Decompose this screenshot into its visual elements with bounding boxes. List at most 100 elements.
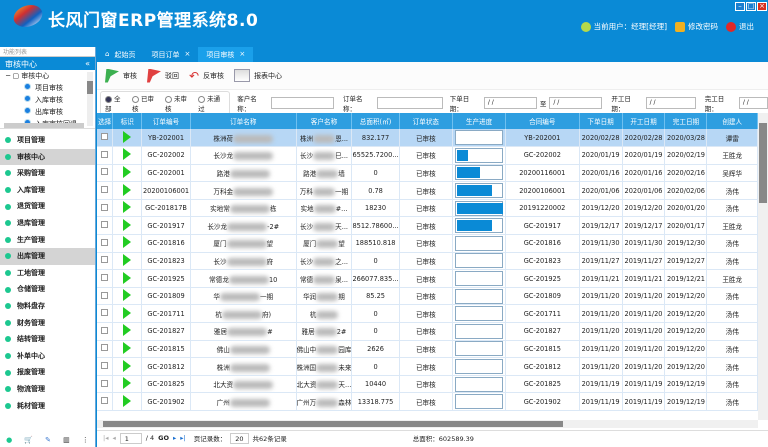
column-header[interactable]: 客户名称 [296,113,353,129]
row-checkbox[interactable] [101,379,109,387]
approve-button[interactable]: 审核 [105,68,137,83]
row-checkbox-cell[interactable] [97,322,114,341]
row-checkbox[interactable] [101,397,109,405]
row-checkbox-cell[interactable] [97,357,114,376]
table-row[interactable]: GC-201825 北大资 北大资 天... 10440 已审核 GC-201825 2019… [97,375,758,394]
table-row[interactable]: GC-201711 杭府) 杭 0 已审核 GC-201711 2019/11/20 2019… [97,304,758,324]
table-row[interactable]: GC-201925 常德龙 10 常德 泉... 266077.835... 已审核 GC-2… [97,269,758,288]
row-checkbox-cell[interactable] [97,269,114,288]
first-page-button[interactable]: |◂ [103,434,109,442]
cart-icon[interactable]: 🛒 [24,436,34,444]
row-checkbox[interactable] [101,362,109,370]
row-checkbox-cell[interactable] [97,304,114,324]
finish-date-input[interactable]: / / [738,97,768,109]
close-button[interactable]: × [757,2,767,11]
table-row[interactable]: YB-202001 株洲荷 株洲 恩... 832.177 已审核 YB-202001 202… [97,129,758,148]
more-icon[interactable]: ⋮ [81,436,89,444]
change-password-button[interactable]: 修改密码 [675,21,718,32]
column-header[interactable]: 合同编号 [505,113,580,129]
row-checkbox[interactable] [101,238,109,246]
maximize-button[interactable]: □ [746,2,756,11]
close-tab-icon[interactable]: × [184,50,191,58]
table-row[interactable]: GC-201917 长沙龙 -2# 长沙 天... 8512.78600... 已审核 GC-… [97,216,758,236]
table-row[interactable]: GC-202001 路港 路港墙 0 已审核 20200116001 2020/01/16 2… [97,164,758,183]
order-date-to[interactable]: / / [549,97,603,109]
row-checkbox[interactable] [101,203,109,211]
reject-button[interactable]: 驳回 [147,68,179,83]
column-header[interactable]: 完工日期 [664,113,708,129]
row-checkbox-cell[interactable] [97,287,114,306]
column-header[interactable]: 选择 [97,113,114,129]
next-page-button[interactable]: ▸ [173,434,177,442]
tab-project-audit[interactable]: 项目审核 × [198,47,254,62]
report-icon[interactable]: ▥ [63,436,70,444]
row-checkbox[interactable] [101,326,109,334]
column-header[interactable]: 创建人 [706,113,758,129]
row-checkbox-cell[interactable] [97,164,114,183]
table-row[interactable]: GC-201827 雅居 # 雅居 2# 0 已审核 GC-201827 2019/11/20 2… [97,322,758,341]
row-checkbox[interactable] [101,168,109,176]
nav-item[interactable]: 补单中心 [0,348,95,365]
nav-item[interactable]: 出库管理 [0,248,95,265]
row-checkbox[interactable] [101,274,109,282]
sidebar-section-header[interactable]: 审核中心 « [0,57,95,70]
tree-root[interactable]: ─ ▢ 审核中心 [6,72,50,80]
nav-item[interactable]: 退库管理 [0,215,95,232]
tree-vertical-scrollbar[interactable] [87,72,93,126]
customer-name-input[interactable] [271,97,335,109]
radio-unapproved[interactable]: 未审核 [165,93,192,113]
row-checkbox[interactable] [101,309,109,317]
table-row[interactable]: 20200106001 万科金 万科 一期 0.78 已审核 20200106001 2020… [97,181,758,200]
row-checkbox-cell[interactable] [97,252,114,271]
row-checkbox[interactable] [101,344,109,352]
row-checkbox-cell[interactable] [97,199,114,218]
column-header[interactable]: 总面积(㎡) [351,113,400,129]
nav-item[interactable]: 报废管理 [0,364,95,381]
nav-item[interactable]: 采购管理 [0,165,95,182]
tree-item[interactable]: 出库审核 [6,106,95,118]
row-checkbox-cell[interactable] [97,181,114,200]
nav-item[interactable]: 工地管理 [0,265,95,282]
row-checkbox-cell[interactable] [97,392,114,411]
column-header[interactable]: 生产进度 [452,113,507,129]
nav-item[interactable]: 结转管理 [0,331,95,348]
row-checkbox[interactable] [101,291,109,299]
column-header[interactable]: 开工日期 [622,113,666,129]
row-checkbox-cell[interactable] [97,129,114,148]
radio-rejected[interactable]: 未通过 [198,93,225,113]
close-tab-icon[interactable]: × [239,50,246,58]
table-row[interactable]: GC-202002 长沙龙 长沙 巳... 65525.7200... 已审核 GC-202… [97,146,758,165]
row-checkbox-cell[interactable] [97,146,114,165]
collapse-icon[interactable]: « [85,59,90,68]
last-page-button[interactable]: ▸| [180,434,186,442]
order-date-from[interactable]: / / [483,97,537,109]
pen-icon[interactable]: ✎ [45,436,52,444]
table-row[interactable]: GC-201809 华一期 华润期 85.25 已审核 GC-201809 2019/11/… [97,287,758,306]
function-search-input[interactable]: 功能列表 [0,47,95,57]
row-checkbox[interactable] [101,186,109,194]
row-checkbox-cell[interactable] [97,216,114,236]
nav-item[interactable]: 生产管理 [0,232,95,249]
row-checkbox[interactable] [101,150,109,158]
row-checkbox-cell[interactable] [97,375,114,394]
tab-home[interactable]: ⌂ 起始页 [97,47,143,62]
radio-all[interactable]: 全部 [105,93,126,113]
prev-page-button[interactable]: ◂ [112,434,116,442]
report-center-button[interactable]: 报表中心 [234,69,282,82]
minimize-button[interactable]: – [735,2,745,11]
grid-horizontal-scrollbar[interactable] [97,420,758,428]
row-checkbox-cell[interactable] [97,234,114,253]
tree-item[interactable]: 项目审核 [6,82,95,94]
row-checkbox[interactable] [101,133,109,141]
tree-item[interactable]: 入库审核 [6,94,95,106]
page-number-input[interactable]: 1 [119,432,142,444]
table-row[interactable]: GC-201816 厦门望厦门望 188510.818 已审核 GC-201816 201… [97,234,758,253]
go-button[interactable]: GO [158,434,169,442]
row-checkbox[interactable] [101,256,109,264]
start-date-input[interactable]: / / [645,97,696,109]
table-row[interactable]: GC-201817B 实地常栋实地 #... 18230 已审核 20191220002 2… [97,199,758,218]
grid-vertical-scrollbar[interactable] [758,113,768,420]
nav-item[interactable]: 审核中心 [0,148,95,166]
nav-item[interactable]: 仓储管理 [0,281,95,298]
row-checkbox-cell[interactable] [97,340,114,359]
